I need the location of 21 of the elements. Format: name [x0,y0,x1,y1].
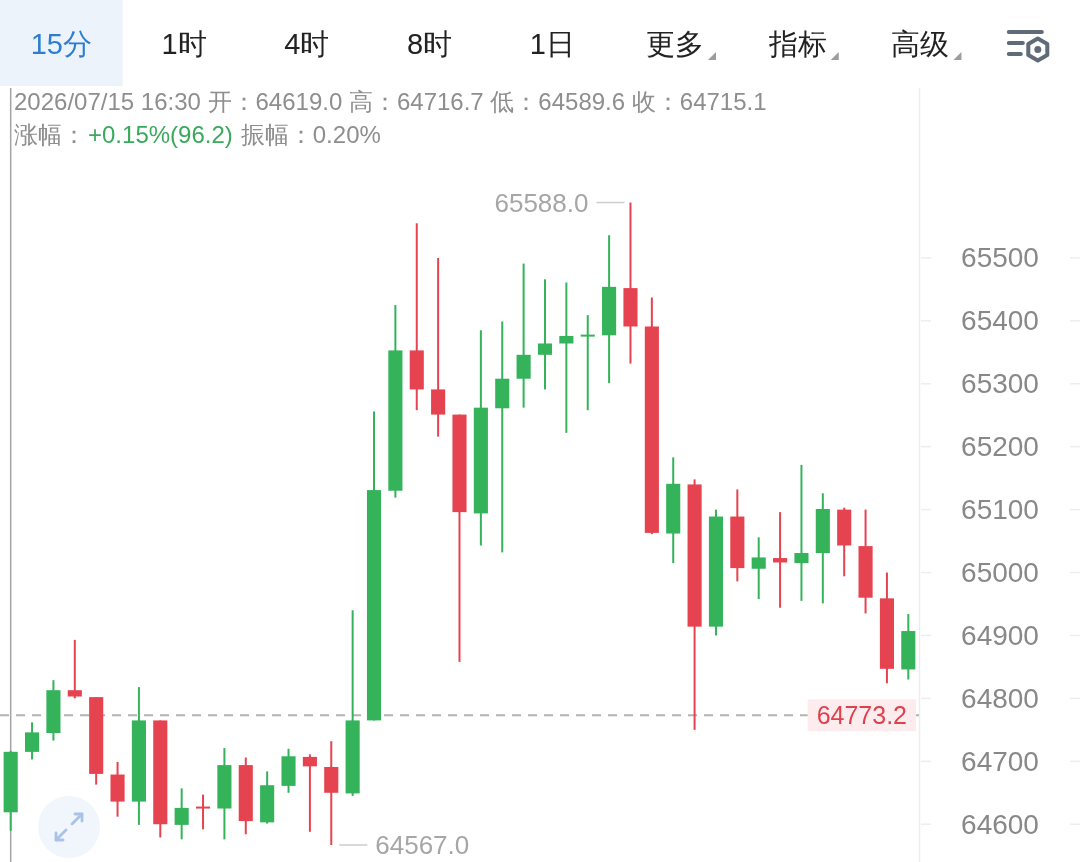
y-tick-label: 65000 [961,557,1039,589]
y-tick-label: 64900 [961,619,1039,651]
ref-line-label: 64773.2 [816,701,907,730]
y-tick-label: 65400 [961,305,1039,337]
extreme-label: 65588.0 [494,187,626,218]
ref-label: 64773.2 [807,699,916,732]
text: 2026/07/15 16:30 开：64619.0 高：64716.7 低：64589.6 收：64715.1 [14,87,767,115]
extreme-label: 64567.0 [338,830,470,860]
text: +0.15%(96.2) [88,120,233,148]
y-tick-label: 65200 [961,431,1039,463]
y-tick-label: 64700 [961,745,1039,777]
tab-bar: 15分 1时 4时 8时 1日 更多 指标 高级 [0,0,950,86]
y-tick-label: 65500 [961,242,1039,274]
y-tick-label: 64800 [961,682,1039,714]
annotation: 65588.0 [494,187,589,218]
text: 涨幅： [14,120,86,148]
y-tick-label: 65300 [961,368,1039,400]
y-tick-label: 64600 [961,808,1039,840]
annotation: 64567.0 [375,830,470,861]
y-tick-label: 65100 [961,494,1039,526]
text: 振幅：0.20% [240,120,381,148]
